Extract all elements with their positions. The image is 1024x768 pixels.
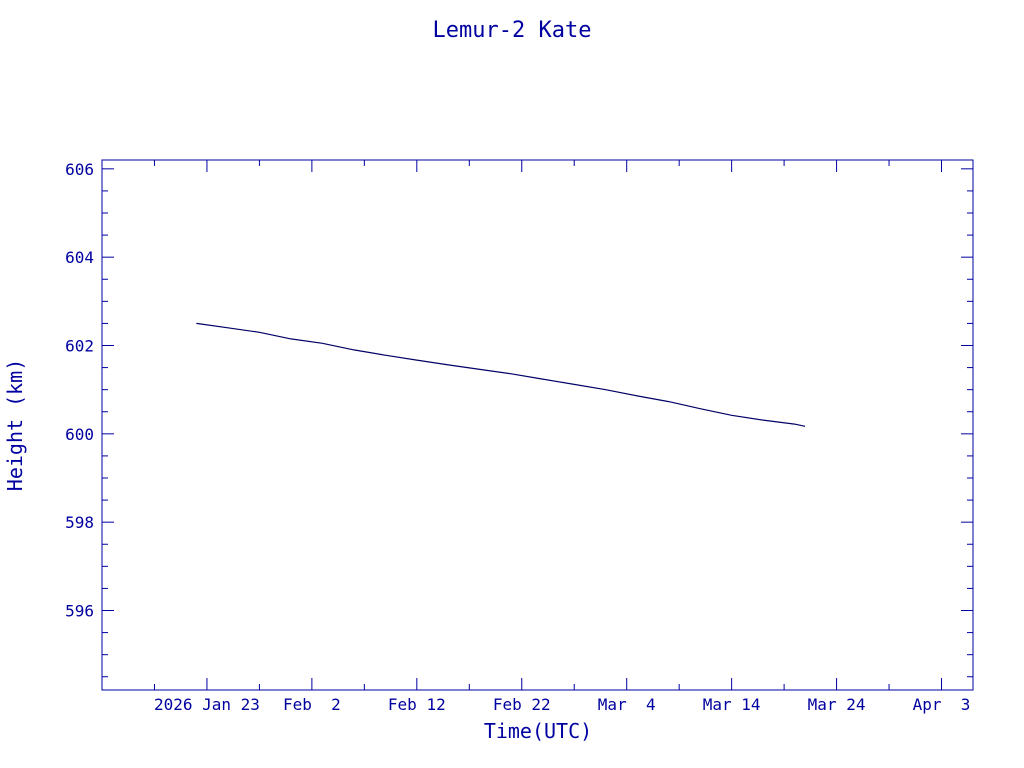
- series-group: [196, 322, 806, 427]
- y-tick-label: 600: [65, 425, 94, 444]
- x-tick-label: Mar 24: [808, 695, 866, 714]
- x-tick-label: Mar 4: [598, 695, 656, 714]
- y-tick-label: 596: [65, 602, 94, 621]
- x-axis-label: Time(UTC): [484, 719, 592, 743]
- y-tick-label: 602: [65, 337, 94, 356]
- x-tick-label: Feb 22: [493, 695, 551, 714]
- y-tick-label: 598: [65, 513, 94, 532]
- plot-frame: [101, 159, 974, 691]
- minor-ticks: [102, 160, 973, 690]
- y-axis-label: Height (km): [3, 359, 27, 491]
- x-tick-label: Feb 2: [283, 695, 341, 714]
- y-tick-label: 604: [65, 248, 94, 267]
- x-tick-label: Mar 14: [703, 695, 761, 714]
- series-line: [196, 322, 806, 427]
- chart-title: Lemur-2 Kate: [433, 18, 592, 43]
- x-tick-label: Apr 3: [913, 695, 971, 714]
- y-tick-label: 606: [65, 160, 94, 179]
- x-tick-label: 2026 Jan 23: [154, 695, 260, 714]
- x-axis-ticks: 2026 Jan 23 Feb 2 Feb 12 Feb 22 Mar 4 Mar 14 M…: [154, 160, 970, 714]
- y-axis-ticks: 596 598 600 602 604 606: [65, 160, 973, 621]
- x-tick-label: Feb 12: [388, 695, 446, 714]
